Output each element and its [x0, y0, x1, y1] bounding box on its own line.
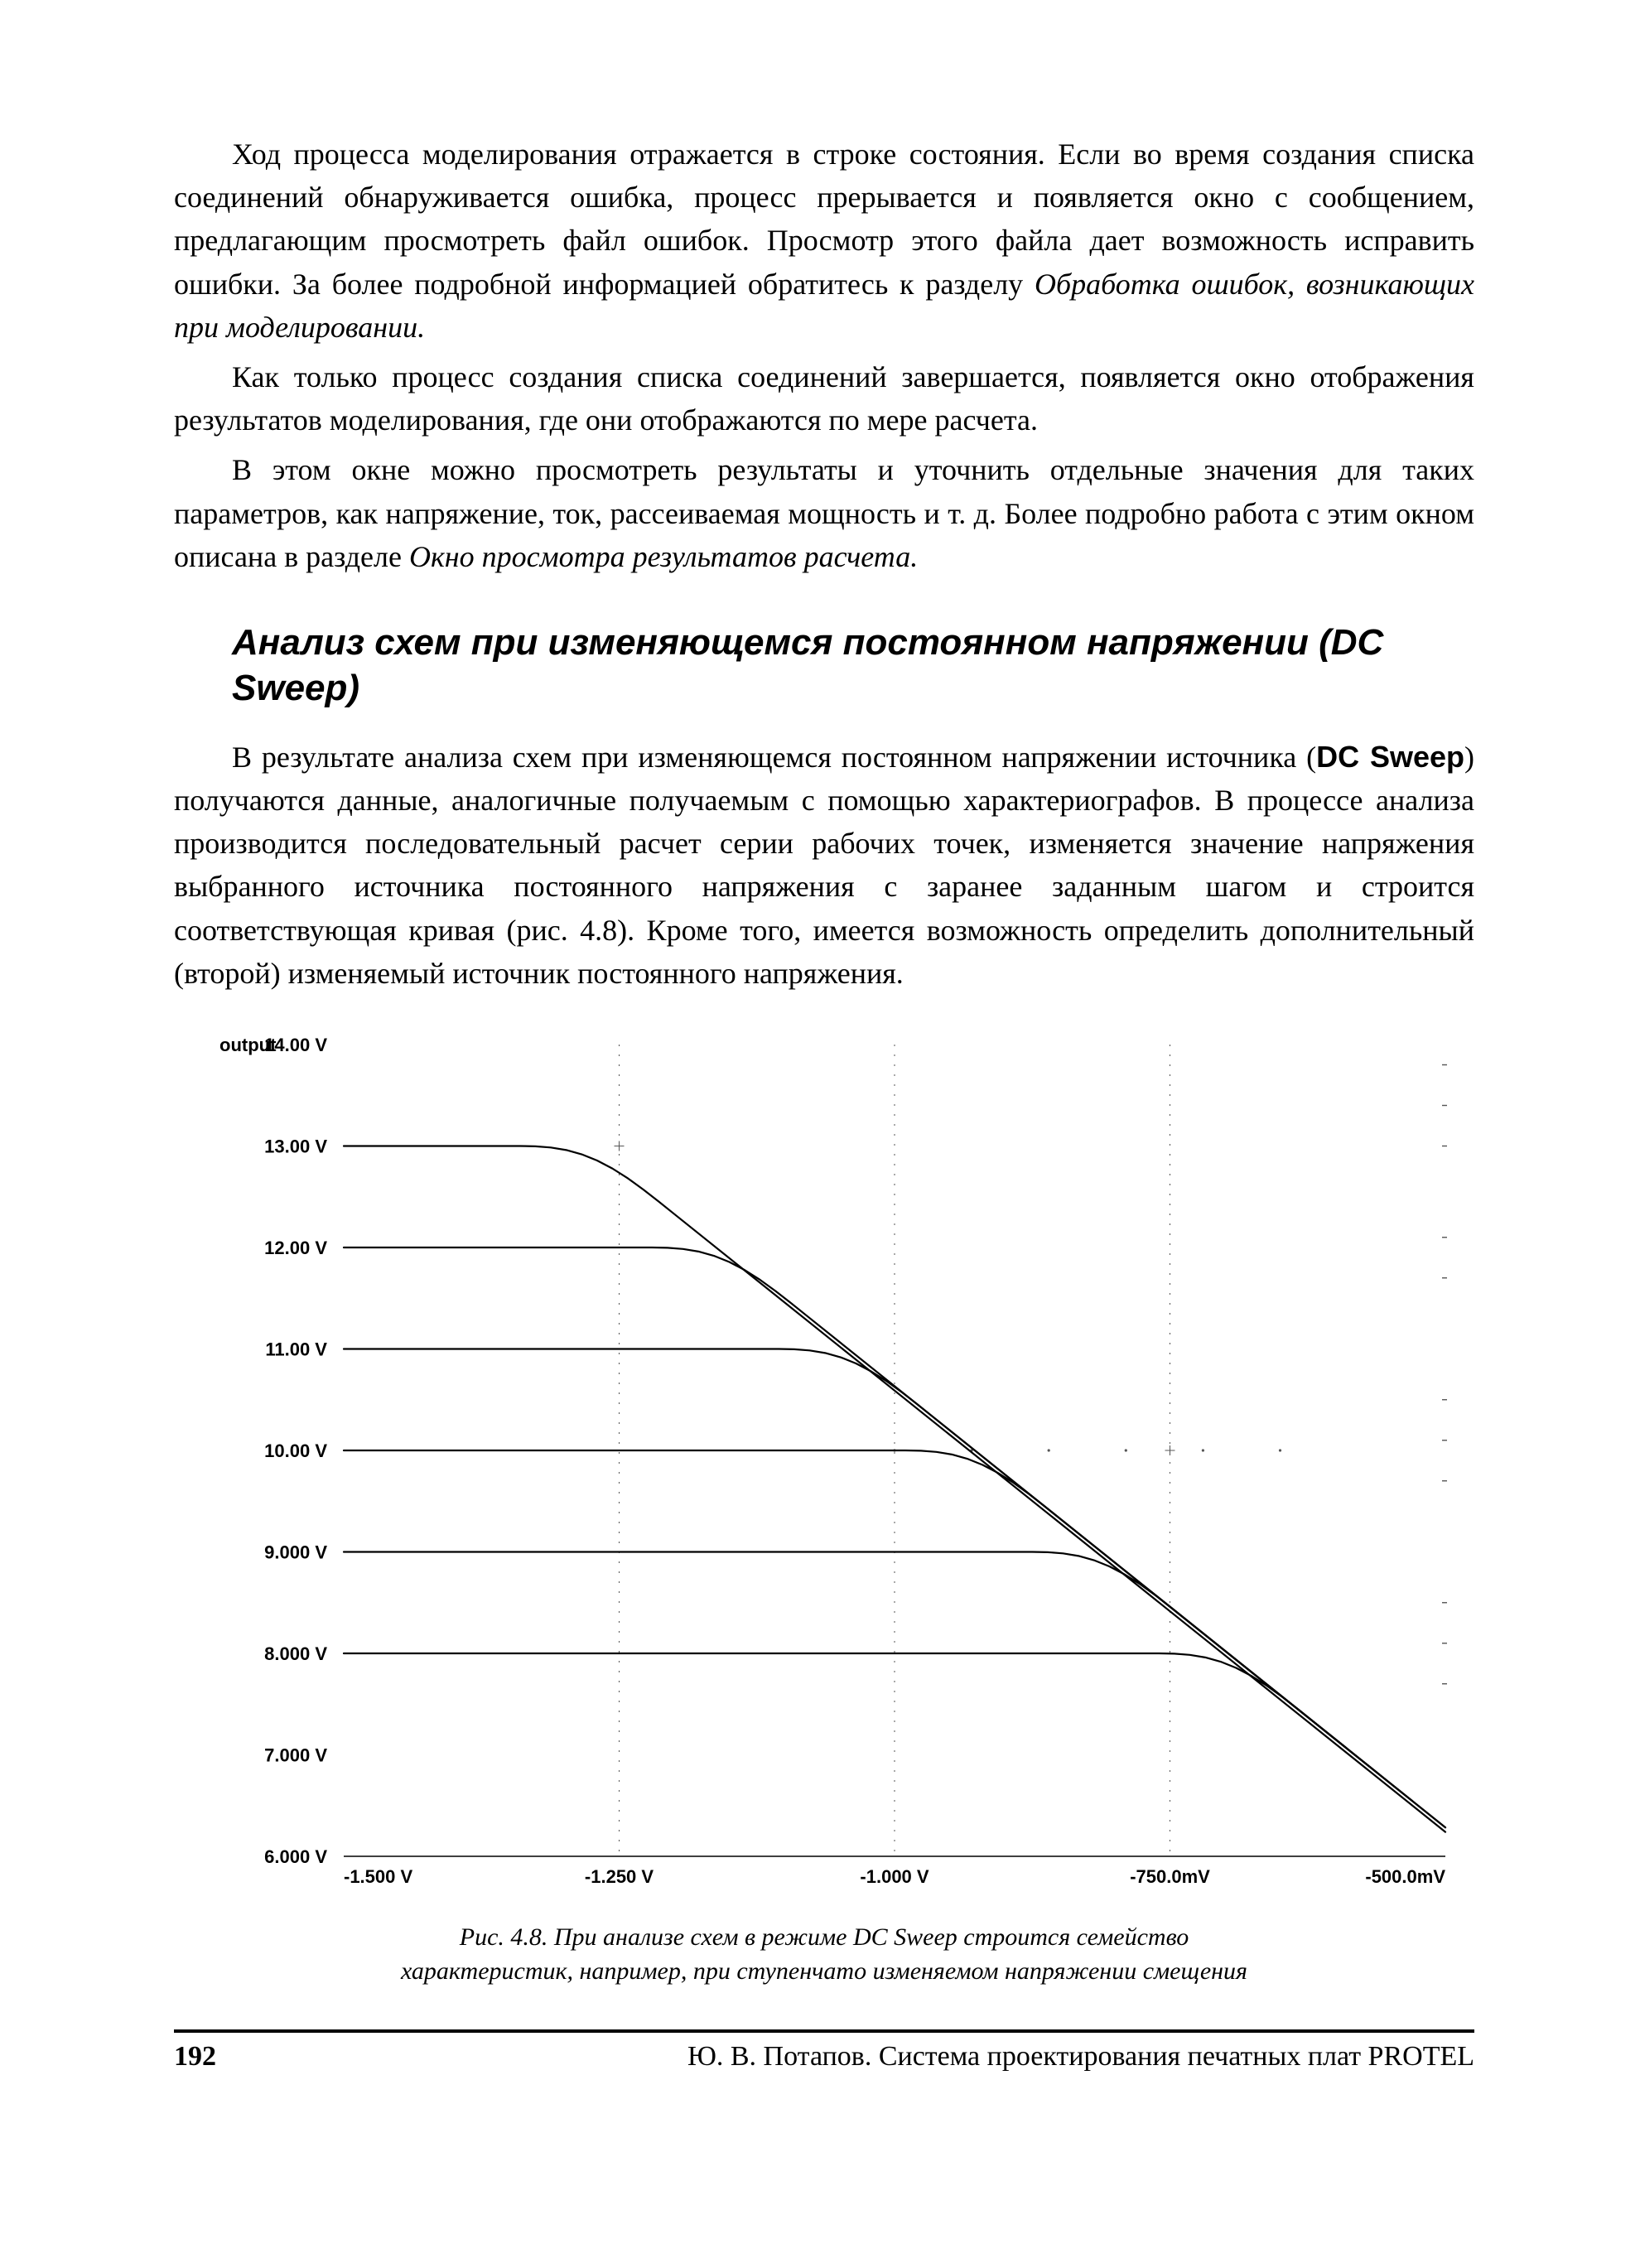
- figure-caption-line1: Рис. 4.8. При анализе схем в режиме DC S…: [460, 1923, 1189, 1951]
- svg-text:9.000 V: 9.000 V: [264, 1542, 327, 1563]
- paragraph-4: В результате анализа схем при изменяющем…: [174, 736, 1474, 995]
- svg-text:12.00 V: 12.00 V: [264, 1238, 327, 1258]
- paragraph-4-text-c: ) получаются данные, аналогичные получае…: [174, 741, 1474, 990]
- page-number: 192: [174, 2041, 216, 2073]
- running-title: Ю. В. Потапов. Система проектирования пе…: [687, 2041, 1474, 2073]
- svg-text:-500.0mV: -500.0mV: [1365, 1866, 1445, 1887]
- paragraph-4-text-a: В результате анализа схем при изменяющем…: [232, 741, 1316, 774]
- paragraph-1: Ход процесса моделирования отражается в …: [174, 133, 1474, 349]
- footer-rule: [174, 2029, 1474, 2033]
- figure-4-8: 6.000 V 7.000 V 8.000 V 9.000 V 10.00 V 11.00…: [174, 1028, 1474, 1988]
- page: Ход процесса моделирования отражается в …: [0, 0, 1640, 2268]
- paragraph-3: В этом окне можно просмотреть результаты…: [174, 448, 1474, 578]
- paragraph-4-bold: DC Sweep: [1316, 740, 1464, 774]
- svg-text:-1.500 V: -1.500 V: [344, 1866, 412, 1887]
- figure-caption-line2: характеристик, например, при ступенчато …: [401, 1957, 1247, 1985]
- paragraph-2: Как только процесс создания списка соеди…: [174, 355, 1474, 442]
- svg-text:-1.250 V: -1.250 V: [585, 1866, 654, 1887]
- svg-text:7.000 V: 7.000 V: [264, 1745, 327, 1766]
- page-footer: 192 Ю. В. Потапов. Система проектировани…: [174, 2041, 1474, 2073]
- svg-text:-750.0mV: -750.0mV: [1130, 1866, 1210, 1887]
- svg-text:11.00 V: 11.00 V: [265, 1339, 327, 1360]
- figure-caption: Рис. 4.8. При анализе схем в режиме DC S…: [174, 1921, 1474, 1988]
- paragraph-3-italic: Окно просмотра результатов расчета.: [409, 540, 918, 573]
- dc-sweep-chart: 6.000 V 7.000 V 8.000 V 9.000 V 10.00 V 11.00…: [178, 1028, 1470, 1906]
- svg-text:6.000 V: 6.000 V: [264, 1846, 327, 1867]
- svg-text:10.00 V: 10.00 V: [264, 1440, 327, 1461]
- svg-text:13.00 V: 13.00 V: [264, 1136, 327, 1157]
- paragraph-2-text: Как только процесс создания списка соеди…: [174, 360, 1474, 437]
- svg-text:output: output: [219, 1035, 277, 1055]
- svg-text:-1.000 V: -1.000 V: [860, 1866, 929, 1887]
- section-heading: Анализ схем при изменяющемся постоянном …: [232, 620, 1474, 711]
- svg-text:8.000 V: 8.000 V: [264, 1643, 327, 1664]
